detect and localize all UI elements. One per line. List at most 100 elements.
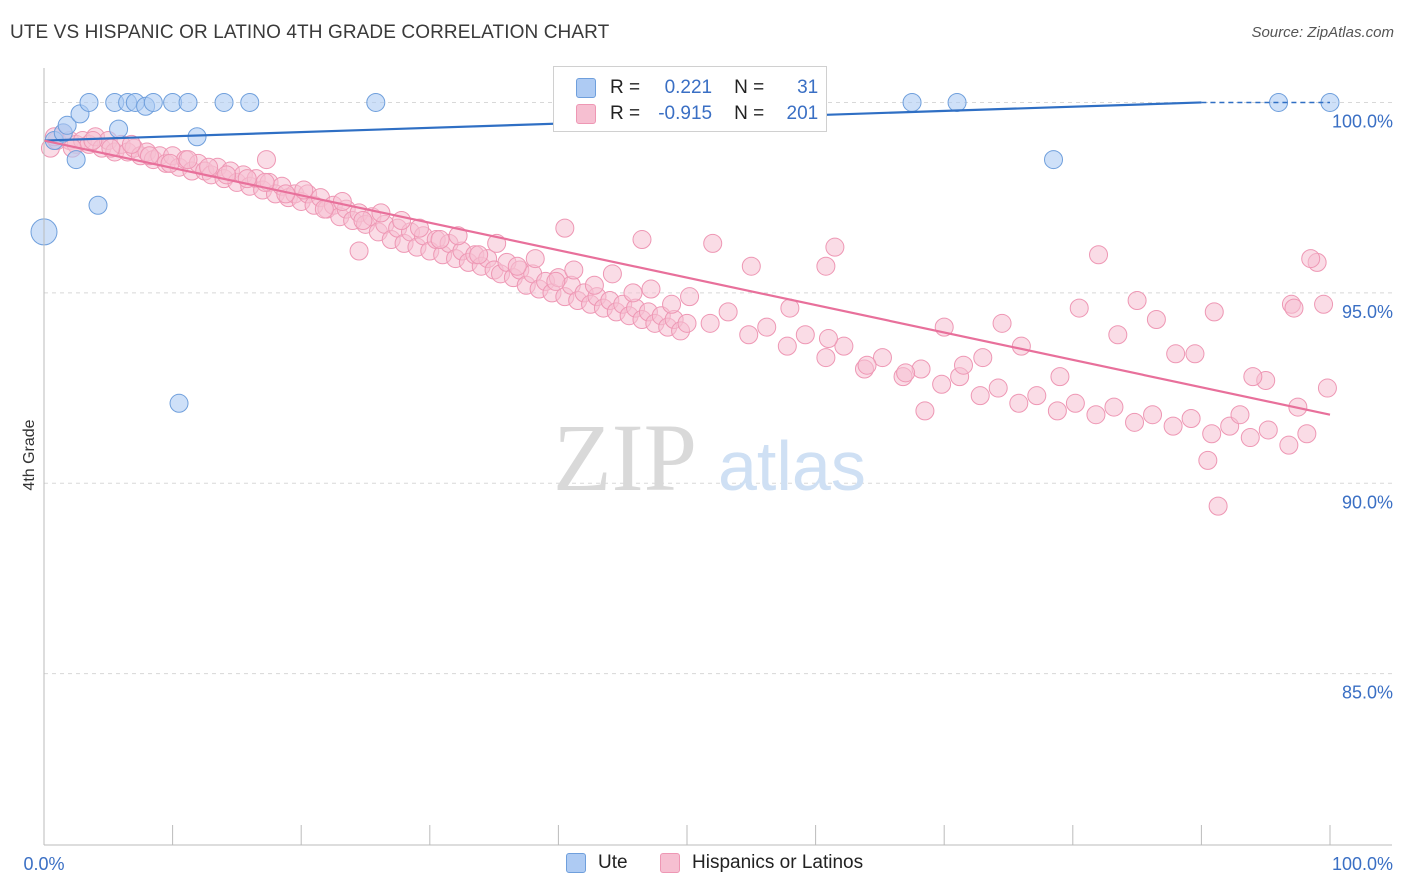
hispanic-point [988,378,1008,398]
hispanic-point [932,374,952,394]
hispanic-point [757,317,777,337]
hispanic-point [1317,378,1337,398]
hispanic-point [1143,405,1163,425]
hispanic-point [777,336,797,356]
ute-point [143,92,163,112]
bottom-legend-ute[interactable]: Ute [566,852,628,874]
hispanic-point [970,386,990,406]
ute-point [366,92,386,112]
ute-point [57,115,77,135]
hispanic-point [584,275,604,295]
hispanic-point [1011,336,1031,356]
legend-n-label: N = [734,103,765,124]
ute-point [1269,92,1289,112]
hispanic-point [1284,298,1304,318]
ute-point [902,92,922,112]
watermark-atlas: atlas [718,427,866,505]
hispanic-point [1104,397,1124,417]
hispanic-point [700,313,720,333]
hispanic-point [1279,435,1299,455]
hispanic-point [1163,416,1183,436]
hispanic-point [1314,294,1334,314]
hispanic-point [1230,405,1250,425]
legend-row-hispanic: R = -0.915 N = 201 [576,101,818,127]
hispanic-point [816,348,836,368]
ute-point [109,119,129,139]
hispanic-point [1204,302,1224,322]
hispanic-point [1185,344,1205,364]
watermark: ZIP atlas [553,404,866,511]
hispanic-point [1089,245,1109,265]
hispanic-point [139,146,159,166]
hispanic-point [953,355,973,375]
hispanic-point [256,150,276,170]
x-tick-label: 0.0% [23,854,64,874]
chart-title: UTE VS HISPANIC OR LATINO 4TH GRADE CORR… [10,22,610,43]
hispanic-point [857,355,877,375]
ute-point [88,195,108,215]
hispanic-point [834,336,854,356]
hispanic-point [448,226,468,246]
ute-point [1044,150,1064,170]
axes: 85.0% 90.0% 95.0% 100.0% 0.0% 100.0% [23,68,1393,874]
hispanic-point [818,329,838,349]
hispanic-point [872,348,892,368]
hispanic-point [1069,298,1089,318]
bottom-legend-hispanic[interactable]: Hispanics or Latinos [660,852,863,874]
hispanic-point [410,218,430,238]
hispanic-trend-line [43,139,1331,416]
hispanic-point [1208,496,1228,516]
y-tick-label: 100.0% [1332,111,1393,131]
hispanic-point [1146,310,1166,330]
ute-points [30,92,1340,413]
hispanic-point [555,218,575,238]
legend-n-value: 31 [797,77,819,98]
legend-r-label: R = [610,77,641,98]
ute-point [169,393,189,413]
hispanic-point [677,313,697,333]
hispanic-point [632,230,652,250]
ute-point [947,92,967,112]
legend-r-value: -0.915 [658,103,713,124]
hispanic-point [915,401,935,421]
hispanic-point [680,287,700,307]
hispanic-point [795,325,815,345]
hispanic-point [1240,428,1260,448]
x-tick-label: 100.0% [1332,854,1393,874]
bottom-legend-label-ute: Ute [598,852,628,873]
y-tick-label: 90.0% [1342,492,1393,512]
hispanic-point [1050,367,1070,387]
hispanic-point [332,191,352,211]
y-tick-label: 95.0% [1342,302,1393,322]
legend-swatch-ute [576,78,596,98]
legend-row-ute: R = 0.221 N = 31 [576,75,818,101]
legend-swatch-hispanic [576,104,596,124]
hispanic-point [1198,450,1218,470]
hispanic-point [992,313,1012,333]
source-label: Source: ZipAtlas.com [1251,24,1394,41]
hispanic-point [546,271,566,291]
y-tick-label: 85.0% [1342,683,1393,703]
hispanic-point [1258,420,1278,440]
hispanic-point [1202,424,1222,444]
hispanic-point [353,211,373,231]
hispanic-point [816,256,836,276]
ute-point [66,150,86,170]
bottom-legend-swatch-hispanic [660,853,680,873]
hispanic-point [662,294,682,314]
legend-n-value: 201 [786,103,819,124]
legend-r-value: 0.221 [664,77,713,98]
hispanic-point [1181,409,1201,429]
hispanic-point [739,325,759,345]
legend-r-label: R = [610,103,641,124]
ute-point [79,92,99,112]
hispanic-point [349,241,369,261]
bottom-legend-swatch-ute [566,853,586,873]
hispanic-point [1108,325,1128,345]
hispanic-point [1027,386,1047,406]
bottom-legend-label-hispanic: Hispanics or Latinos [692,852,864,873]
hispanic-point [469,245,489,265]
hispanic-point [1065,393,1085,413]
hispanic-point [718,302,738,322]
